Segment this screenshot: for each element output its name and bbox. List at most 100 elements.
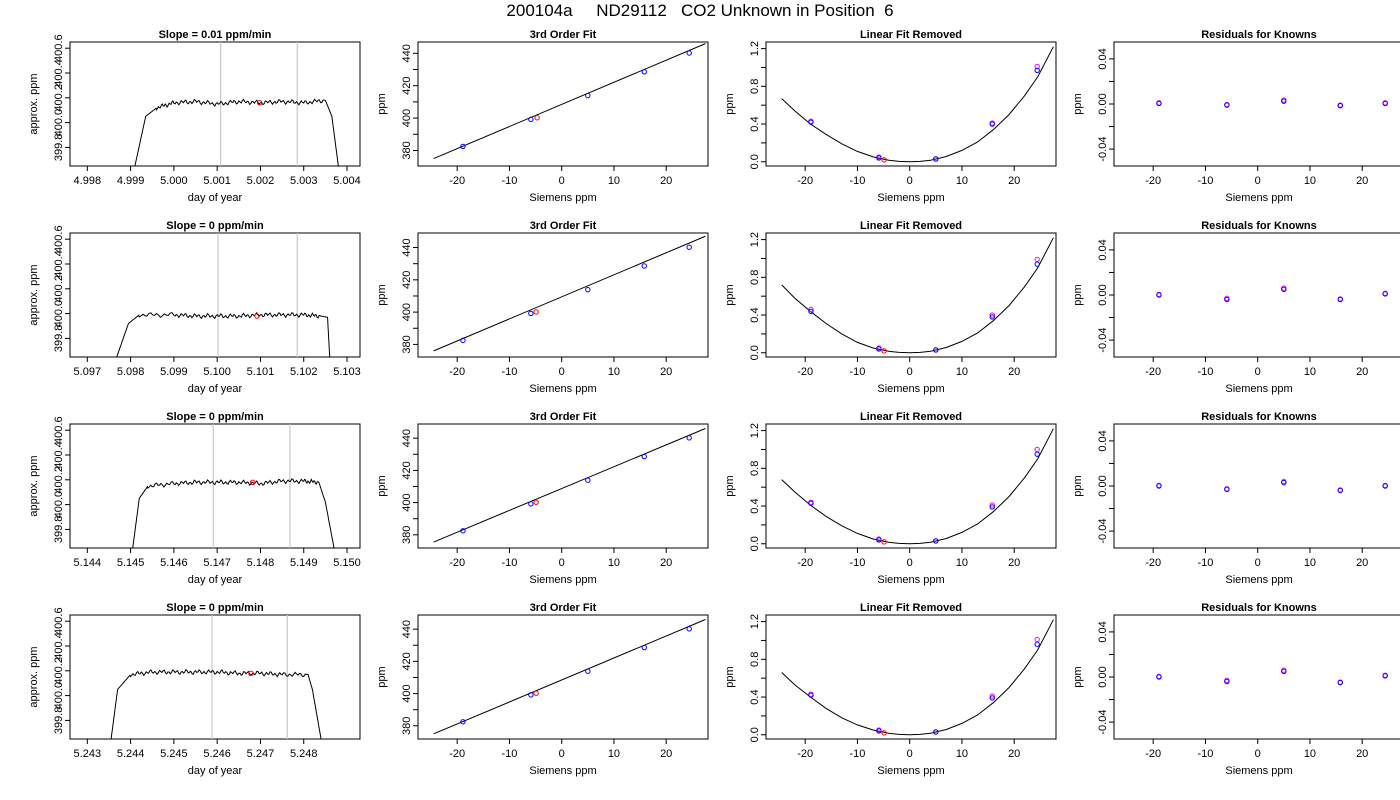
- panel-r0-c1: 3rd Order Fit -20 -10 0 10 20 380 400 420 440 Siem…: [376, 29, 709, 204]
- x-tick-label: 10: [956, 366, 968, 378]
- x-axis-label: day of year: [188, 765, 243, 777]
- x-tick-label: -10: [501, 748, 517, 760]
- y-tick-label: 0.04: [1097, 621, 1109, 642]
- plot-area: [781, 619, 1054, 736]
- x-tick-label: 20: [1356, 366, 1368, 378]
- known-point-alt: [808, 306, 814, 313]
- x-tick-label: 20: [1008, 366, 1020, 378]
- known-point: [933, 347, 939, 353]
- y-tick-label: -0.04: [1097, 137, 1109, 162]
- x-tick-label: -10: [849, 366, 865, 378]
- x-axis-label: Siemens ppm: [529, 192, 596, 204]
- x-tick-label: 5.100: [203, 366, 231, 378]
- y-axis-label: ppm: [1072, 666, 1084, 687]
- plot-frame: [417, 232, 709, 358]
- x-tick-label: 5.098: [117, 366, 145, 378]
- known-point: [641, 69, 647, 75]
- x-tick-label: 20: [1008, 748, 1020, 760]
- plot-area: [433, 428, 706, 543]
- x-tick-label: -20: [1145, 557, 1161, 569]
- x-tick-label: 20: [660, 748, 672, 760]
- panel-r1-c0: Slope = 0 ppm/min 5.097 5.098 5.099 5.100 5.1…: [28, 220, 361, 395]
- x-tick-label: 5.246: [203, 748, 231, 760]
- y-tick-label: 400.2: [53, 84, 65, 112]
- y-tick-label: 440: [401, 429, 413, 447]
- x-tick-label: -10: [849, 175, 865, 187]
- known-point: [1281, 98, 1287, 104]
- x-tick-label: -10: [1197, 366, 1213, 378]
- panel-title: 3rd Order Fit: [530, 29, 597, 41]
- x-tick-label: 20: [1008, 557, 1020, 569]
- x-tick-label: -10: [501, 175, 517, 187]
- fit-curve: [781, 619, 1054, 736]
- y-axis-label: approx. ppm: [28, 455, 40, 516]
- plot-frame: [765, 614, 1057, 740]
- plot-area: [781, 428, 1054, 545]
- y-tick-label: 400.4: [53, 441, 65, 469]
- panel-r3-c0: Slope = 0 ppm/min 5.243 5.244 5.245 5.246 5.2…: [28, 602, 361, 777]
- x-axis-label: day of year: [188, 192, 243, 204]
- panel-title: Linear Fit Removed: [860, 29, 962, 41]
- x-tick-label: 5.144: [74, 557, 102, 569]
- co2-trace: [110, 668, 322, 739]
- y-tick-label: 0.00: [1097, 475, 1109, 496]
- y-tick-label: 0.4: [749, 116, 761, 131]
- y-tick-label: 399.8: [53, 325, 65, 353]
- plot-area: [110, 615, 322, 739]
- co2-trace: [116, 311, 331, 357]
- x-tick-label: 5.002: [247, 175, 275, 187]
- x-tick-label: 0: [559, 175, 565, 187]
- x-tick-label: 0: [559, 366, 565, 378]
- x-tick-label: 5.245: [160, 748, 188, 760]
- x-tick-label: -20: [797, 366, 813, 378]
- y-tick-label: 1.2: [749, 232, 761, 247]
- known-point: [641, 453, 647, 460]
- known-point: [1156, 292, 1162, 298]
- y-axis-label: ppm: [376, 284, 388, 305]
- y-axis-label: ppm: [376, 475, 388, 496]
- panel-title: Slope = 0 ppm/min: [166, 411, 264, 423]
- unknown-point: [881, 157, 887, 163]
- unknown-point: [533, 690, 539, 696]
- x-tick-label: 5.102: [290, 366, 318, 378]
- known-point: [528, 310, 534, 317]
- known-point: [585, 477, 591, 483]
- known-point: [1224, 102, 1230, 108]
- y-tick-label: 380: [401, 717, 413, 735]
- panel-r1-c1: 3rd Order Fit -20 -10 0 10 20 380 400 420 440 Siem…: [376, 220, 709, 395]
- x-axis-label: Siemens ppm: [529, 574, 596, 586]
- x-tick-label: -20: [449, 366, 465, 378]
- known-point: [1224, 678, 1230, 685]
- known-point: [933, 156, 939, 162]
- x-tick-label: 10: [1304, 748, 1316, 760]
- y-tick-label: 0.8: [749, 461, 761, 476]
- plot-frame: [69, 423, 361, 549]
- x-tick-label: -20: [449, 748, 465, 760]
- plot-area: [781, 237, 1054, 354]
- known-point: [1224, 486, 1230, 493]
- known-point: [585, 92, 591, 99]
- y-tick-label: 1.2: [749, 423, 761, 438]
- y-tick-label: 0.0: [749, 154, 761, 169]
- known-point: [641, 263, 647, 269]
- known-point-alt: [1034, 63, 1040, 70]
- known-point: [876, 537, 882, 543]
- known-point: [1337, 487, 1343, 494]
- y-tick-label: 400.0: [53, 491, 65, 519]
- x-tick-label: 10: [608, 557, 620, 569]
- known-point: [686, 435, 692, 441]
- y-axis-label: ppm: [724, 666, 736, 687]
- plot-area: [433, 619, 706, 735]
- y-tick-label: 400: [401, 109, 413, 127]
- plot-frame: [69, 614, 361, 740]
- y-tick-label: 0.00: [1097, 666, 1109, 687]
- x-tick-label: 10: [956, 557, 968, 569]
- co2-trace: [134, 98, 339, 166]
- y-tick-label: 0.00: [1097, 284, 1109, 305]
- known-point: [1281, 286, 1287, 293]
- plot-frame: [765, 423, 1057, 549]
- x-tick-label: -10: [1197, 557, 1213, 569]
- known-point: [989, 695, 995, 701]
- x-tick-label: 0: [907, 175, 913, 187]
- y-tick-label: 380: [401, 335, 413, 353]
